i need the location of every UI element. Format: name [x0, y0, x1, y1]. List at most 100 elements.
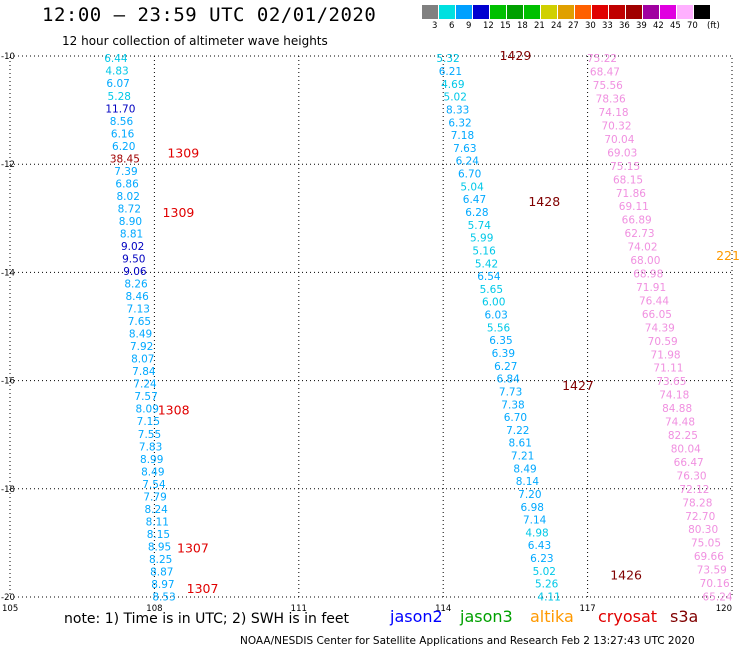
pass-time-label: 1429: [499, 48, 531, 63]
color-tick-label: 3: [432, 21, 438, 31]
swh-value-label: 7.83: [139, 441, 162, 453]
swh-value-label: 75.56: [593, 80, 623, 92]
y-tick-label: -12: [1, 160, 15, 170]
swh-value-label: 78.28: [682, 497, 712, 509]
color-swatch: [473, 5, 490, 19]
color-swatch: [558, 5, 575, 19]
swh-value-label: 62.73: [625, 228, 655, 240]
swh-value-label: 5.26: [535, 579, 559, 591]
pass-time-label: 1308: [158, 402, 190, 417]
x-tick-label: 120: [716, 604, 732, 614]
swh-value-label: 5.28: [108, 91, 131, 103]
color-swatch: [660, 5, 677, 19]
swh-value-label: 6.07: [106, 78, 129, 90]
y-tick-label: -16: [1, 377, 15, 387]
swh-value-label: 8.14: [516, 476, 540, 488]
swh-value-label: 8.53: [152, 592, 175, 604]
swh-value-label: 74.18: [599, 107, 629, 119]
pass-time-label: 1428: [528, 194, 560, 209]
swh-value-label: 76.44: [639, 295, 669, 307]
color-swatch: [626, 5, 643, 19]
color-tick-label: 18: [517, 21, 528, 31]
y-tick-label: -10: [1, 52, 15, 62]
pass-time-label: 1307: [177, 540, 209, 555]
swh-value-label: 8.11: [146, 516, 169, 528]
y-tick-label: -20: [1, 593, 15, 603]
swh-value-label: 9.02: [121, 241, 144, 253]
color-swatch: [609, 5, 626, 19]
swh-value-label: 8.49: [513, 463, 536, 475]
swh-value-label: 71.11: [653, 363, 683, 375]
pass-time-label: 1427: [562, 378, 594, 393]
swh-value-label: 73.59: [697, 565, 727, 577]
swh-value-label: 5.74: [468, 220, 492, 232]
x-tick-label: 105: [2, 604, 18, 614]
swh-value-label: 74.02: [627, 242, 657, 254]
swh-value-label: 68.98: [633, 269, 663, 281]
swh-value-label: 69.11: [619, 201, 649, 213]
swh-value-label: 73.65: [656, 376, 686, 388]
swh-value-label: 4.83: [105, 66, 128, 78]
swh-value-label: 4.69: [441, 79, 464, 91]
swh-value-label: 8.87: [150, 566, 173, 578]
swh-value-label: 7.24: [133, 379, 157, 391]
color-tick-label: 42: [653, 21, 664, 31]
x-tick-label: 114: [435, 604, 451, 614]
plot-frame: [9, 55, 733, 598]
swh-value-label: 8.72: [118, 203, 141, 215]
swh-value-label: 82.25: [668, 430, 698, 442]
x-tick-label: 108: [146, 604, 162, 614]
swh-value-label: 6.03: [484, 310, 507, 322]
swh-value-label: 8.46: [125, 291, 149, 303]
swh-value-label: 75.22: [587, 53, 617, 65]
pass-time-label: 1309: [163, 205, 195, 220]
swh-value-label: 5.02: [533, 566, 556, 578]
swh-value-label: 71.98: [651, 349, 681, 361]
swh-value-label: 66.89: [622, 215, 652, 227]
swh-value-label: 7.38: [501, 399, 524, 411]
swh-value-label: 6.39: [492, 348, 515, 360]
swh-value-label: 75.15: [610, 161, 640, 173]
swh-value-label: 84.88: [662, 403, 692, 415]
satellite-legend-jason3: jason3: [460, 607, 513, 626]
swh-value-label: 6.16: [111, 128, 135, 140]
swh-value-label: 68.15: [613, 174, 643, 186]
swh-value-label: 70.59: [648, 336, 678, 348]
color-tick-label: 30: [585, 21, 596, 31]
swh-value-label: 68.00: [630, 255, 660, 267]
color-swatch: [524, 5, 541, 19]
swh-value-label: 8.56: [110, 116, 134, 128]
swh-value-label: 72.70: [685, 511, 715, 523]
swh-value-label: 7.18: [451, 130, 474, 142]
swh-value-label: 7.14: [523, 515, 547, 527]
swh-value-label: 66.05: [642, 309, 672, 321]
swh-value-label: 8.95: [148, 541, 171, 553]
color-tick-label: (ft): [707, 21, 720, 31]
pass-time-label: 1307: [187, 581, 219, 596]
swh-value-label: 6.32: [448, 117, 471, 129]
swh-value-label: 8.99: [140, 454, 163, 466]
y-tick-label: -14: [1, 268, 15, 278]
color-swatch: [592, 5, 609, 19]
color-tick-label: 12: [483, 21, 494, 31]
swh-value-label: 6.70: [504, 412, 527, 424]
swh-value-label: 74.48: [665, 417, 695, 429]
swh-value-label: 8.09: [136, 404, 159, 416]
swh-value-label: 8.33: [446, 104, 469, 116]
swh-value-label: 8.15: [147, 529, 170, 541]
swh-value-label: 5.99: [470, 233, 493, 245]
swh-value-label: 6.54: [477, 271, 501, 283]
swh-value-label: 8.02: [117, 191, 140, 203]
color-tick-label: 21: [534, 21, 545, 31]
page-subtitle: 12 hour collection of altimeter wave hei…: [62, 34, 328, 48]
swh-value-label: 4.98: [525, 527, 548, 539]
swh-value-label: 5.16: [472, 245, 496, 257]
pass-time-label: 2213: [716, 248, 740, 263]
swh-value-label: 5.32: [436, 53, 459, 65]
y-tick-label: -18: [1, 485, 15, 495]
color-tick-label: 70: [687, 21, 698, 31]
swh-value-label: 69.66: [694, 551, 724, 563]
color-tick-label: 36: [619, 21, 630, 31]
color-tick-label: 15: [500, 21, 511, 31]
